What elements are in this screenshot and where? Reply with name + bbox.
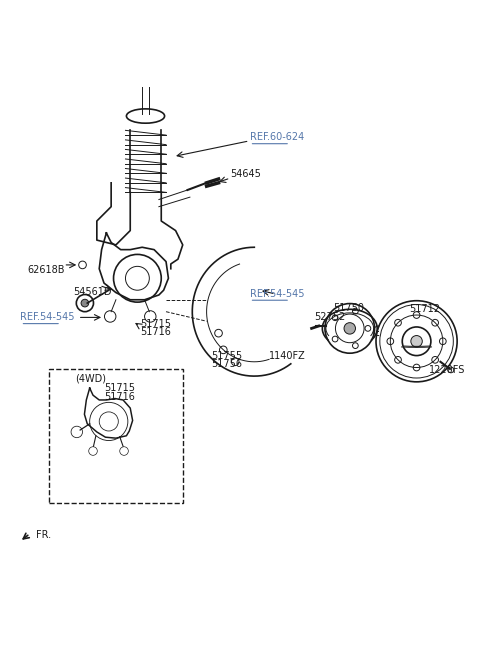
Text: 54645: 54645 <box>230 170 261 179</box>
Text: 1140FZ: 1140FZ <box>269 351 305 361</box>
Text: REF.60-624: REF.60-624 <box>250 132 304 143</box>
Text: 54561D: 54561D <box>73 287 111 297</box>
Text: REF.54-545: REF.54-545 <box>250 289 304 299</box>
Text: 51716: 51716 <box>104 392 135 402</box>
Text: 52752: 52752 <box>314 312 345 322</box>
Text: 51756: 51756 <box>211 359 242 369</box>
Bar <box>49 369 183 503</box>
Text: FR.: FR. <box>36 530 51 540</box>
Circle shape <box>411 336 422 347</box>
Text: 51712: 51712 <box>409 304 441 314</box>
Circle shape <box>344 323 356 334</box>
Circle shape <box>81 299 89 307</box>
Text: 1220FS: 1220FS <box>429 365 465 375</box>
Text: (4WD): (4WD) <box>75 374 107 383</box>
Text: 51716: 51716 <box>140 327 171 337</box>
Text: 51750: 51750 <box>333 303 364 313</box>
Text: REF.54-545: REF.54-545 <box>21 312 75 322</box>
Text: 51715: 51715 <box>104 383 135 393</box>
Text: 51715: 51715 <box>140 319 171 329</box>
Text: 51755: 51755 <box>211 351 242 361</box>
Text: 62618B: 62618B <box>28 265 65 274</box>
